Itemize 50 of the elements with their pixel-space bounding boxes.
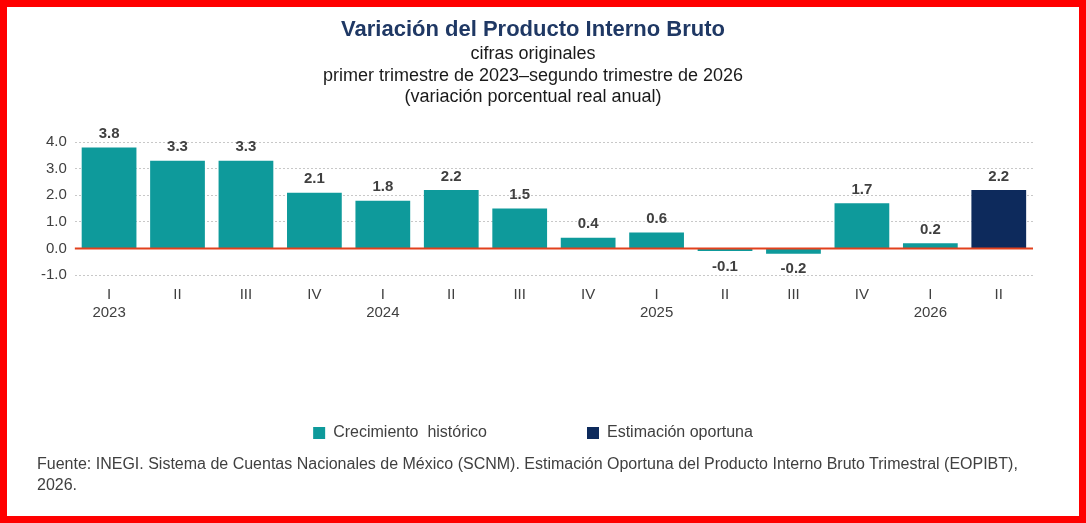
x-tick-label: I 2023 xyxy=(92,285,126,321)
x-tick-label: III xyxy=(239,285,253,303)
x-tick-label: IV xyxy=(581,285,596,303)
y-tick-label: 2.0 xyxy=(45,185,67,203)
x-tick-label: III xyxy=(513,285,526,303)
bar xyxy=(629,232,684,248)
bar xyxy=(287,192,342,248)
bar xyxy=(423,190,479,248)
x-tick-label: I 2025 xyxy=(639,285,674,321)
data-label: 0.6 xyxy=(646,209,668,227)
legend-label: Estimación oportuna xyxy=(606,423,753,441)
x-tick-label: II xyxy=(994,285,1003,303)
chart-title: Variación del Producto Interno Bruto xyxy=(341,16,725,42)
x-tick-label: II xyxy=(720,285,730,303)
x-tick-label: I 2024 xyxy=(366,285,400,321)
y-tick-label: 4.0 xyxy=(45,132,67,150)
bar xyxy=(218,160,274,248)
data-label: 2.1 xyxy=(303,169,325,187)
data-label: -0.2 xyxy=(780,259,807,277)
data-label: 2.2 xyxy=(440,166,462,184)
legend-label: Crecimiento histórico xyxy=(333,423,488,441)
data-label: 3.3 xyxy=(235,137,257,155)
bar xyxy=(81,147,137,248)
x-tick-label: I 2026 xyxy=(913,285,948,321)
x-tick-label: III xyxy=(787,285,800,303)
data-label: 3.3 xyxy=(167,137,188,155)
bar xyxy=(697,248,753,252)
data-label: 1.5 xyxy=(509,185,531,203)
y-tick-label: 1.0 xyxy=(45,212,67,230)
x-tick-label: IV xyxy=(307,285,322,303)
bar xyxy=(834,203,890,248)
x-tick-label: II xyxy=(173,285,182,303)
data-label: 1.7 xyxy=(851,179,873,197)
bar xyxy=(971,190,1027,248)
y-tick-label: 3.0 xyxy=(45,158,67,176)
y-tick-label: 0.0 xyxy=(45,238,67,256)
bar xyxy=(150,160,205,248)
x-tick-label: IV xyxy=(854,285,869,303)
data-label: -0.1 xyxy=(712,256,738,274)
data-label: 0.2 xyxy=(919,219,941,237)
data-label: 3.8 xyxy=(98,124,120,142)
data-label: 2.2 xyxy=(988,166,1010,184)
x-tick-label: II xyxy=(447,285,456,303)
y-tick-label: -1.0 xyxy=(40,265,67,283)
bar xyxy=(492,208,548,248)
data-label: 0.4 xyxy=(577,214,600,232)
source-note: Fuente: INEGI. Sistema de Cuentas Nacionales de México (SCNM). Estimación Oportuna del Producto Interno Bruto Trimestral (EOPIBT), 2026. xyxy=(37,454,1019,495)
bar xyxy=(355,200,411,248)
data-label: 1.8 xyxy=(372,177,394,195)
bar xyxy=(766,248,821,254)
